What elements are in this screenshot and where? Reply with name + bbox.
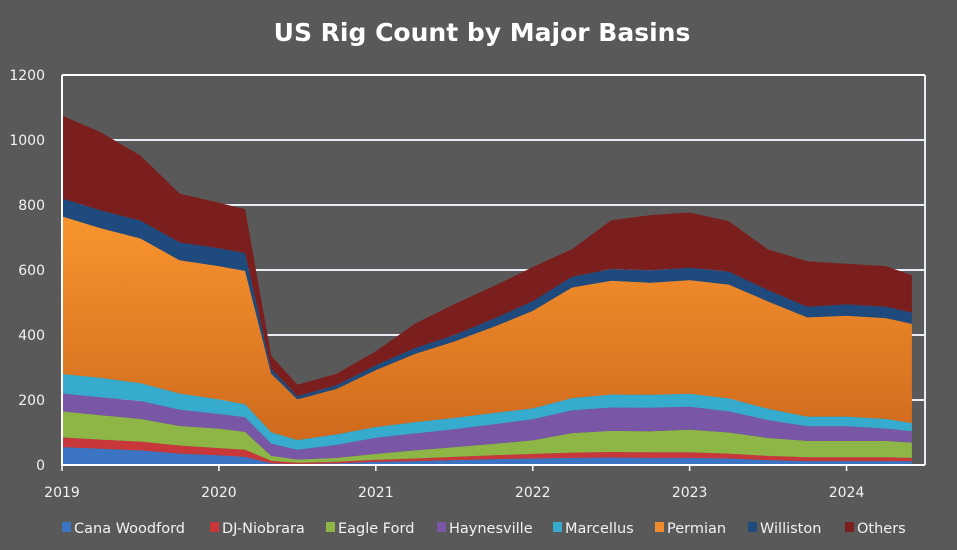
- legend-label: Williston: [760, 521, 821, 537]
- legend-item-others: Others: [845, 521, 906, 537]
- y-axis-ticks: 0 200 400 600 800 1000 1200: [9, 68, 45, 474]
- x-tick-label: 2020: [201, 485, 237, 501]
- area-dj-niobrara: [62, 437, 912, 464]
- legend-swatch: [437, 522, 446, 532]
- legend-item-cana-woodford: Cana Woodford: [62, 521, 185, 537]
- x-axis-ticks: 2019 2020 2021 2022 2023 2024: [44, 465, 864, 501]
- y-tick-label: 1000: [9, 133, 45, 149]
- y-tick-label: 200: [18, 393, 45, 409]
- stacked-areas: [62, 115, 912, 465]
- legend-item-permian: Permian: [655, 521, 726, 537]
- chart-title: US Rig Count by Major Basins: [274, 18, 691, 47]
- legend-item-haynesville: Haynesville: [437, 521, 533, 537]
- y-tick-label: 800: [18, 198, 45, 214]
- area-marcellus: [62, 374, 912, 450]
- x-tick-label: 2024: [829, 485, 865, 501]
- legend: Cana Woodford DJ-Niobrara Eagle Ford Haynes…: [62, 521, 906, 537]
- x-tick-label: 2023: [672, 485, 708, 501]
- legend-item-eagle-ford: Eagle Ford: [326, 521, 414, 537]
- y-tick-label: 0: [36, 458, 45, 474]
- y-tick-label: 400: [18, 328, 45, 344]
- x-tick-label: 2021: [358, 485, 394, 501]
- legend-swatch: [210, 522, 219, 532]
- legend-swatch: [845, 522, 854, 532]
- y-tick-label: 600: [18, 263, 45, 279]
- legend-label: Eagle Ford: [338, 521, 414, 537]
- legend-swatch: [326, 522, 335, 532]
- legend-swatch: [62, 522, 71, 532]
- legend-swatch: [655, 522, 664, 532]
- area-eagle-ford: [62, 411, 912, 463]
- x-tick-label: 2022: [515, 485, 551, 501]
- legend-label: DJ-Niobrara: [222, 521, 305, 537]
- area-others: [62, 115, 912, 397]
- legend-item-marcellus: Marcellus: [553, 521, 634, 537]
- legend-item-dj-niobrara: DJ-Niobrara: [210, 521, 305, 537]
- legend-label: Others: [857, 521, 906, 537]
- axes: [61, 74, 926, 466]
- x-tick-label: 2019: [44, 485, 80, 501]
- legend-label: Haynesville: [449, 521, 533, 537]
- legend-swatch: [748, 522, 757, 532]
- legend-label: Cana Woodford: [74, 521, 185, 537]
- area-haynesville: [62, 393, 912, 460]
- legend-label: Permian: [667, 521, 726, 537]
- legend-swatch: [553, 522, 562, 532]
- area-cana-woodford: [62, 447, 912, 465]
- area-permian: [62, 216, 912, 440]
- legend-label: Marcellus: [565, 521, 634, 537]
- y-tick-label: 1200: [9, 68, 45, 84]
- legend-item-williston: Williston: [748, 521, 821, 537]
